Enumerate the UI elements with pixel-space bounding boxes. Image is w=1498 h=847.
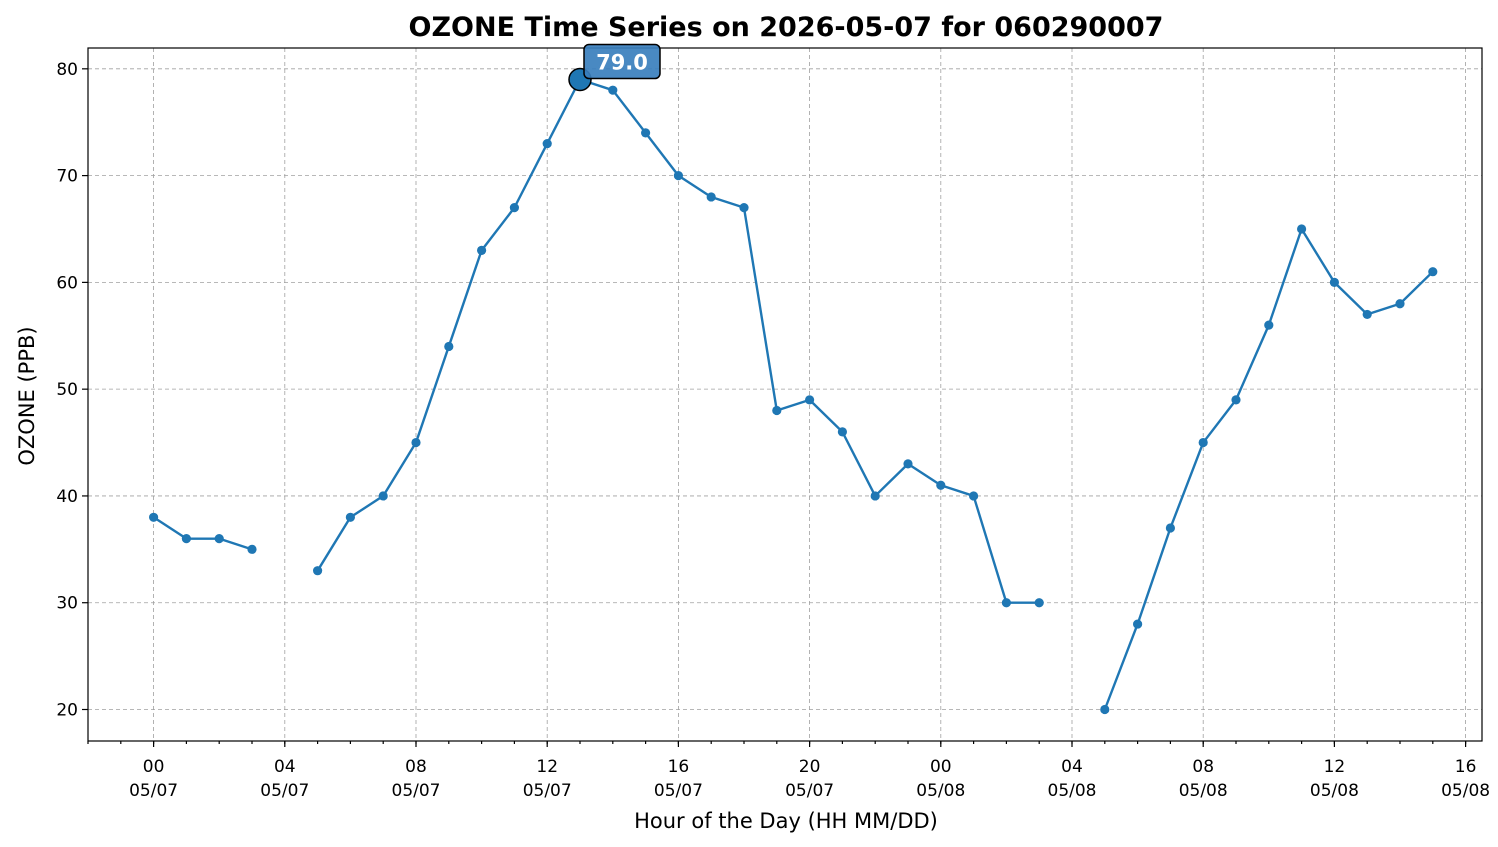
data-point bbox=[673, 171, 684, 181]
data-point bbox=[1264, 320, 1274, 330]
data-point bbox=[378, 491, 388, 501]
data-point bbox=[1297, 224, 1307, 234]
data-point bbox=[444, 341, 454, 352]
x-tick-label-date: 05/08 bbox=[1441, 781, 1490, 801]
x-tick-label-hour: 16 bbox=[1455, 757, 1477, 777]
x-tick-label-hour: 08 bbox=[405, 757, 427, 777]
y-tick-label: 40 bbox=[56, 487, 78, 507]
data-point bbox=[542, 138, 552, 149]
data-point bbox=[149, 512, 159, 522]
data-point bbox=[1428, 267, 1438, 277]
data-point bbox=[936, 480, 946, 490]
data-point bbox=[1362, 309, 1372, 320]
data-point bbox=[870, 491, 880, 501]
series-ozone bbox=[149, 74, 1438, 715]
data-point bbox=[1231, 395, 1241, 405]
data-point bbox=[969, 491, 979, 501]
data-point bbox=[1001, 598, 1012, 608]
y-tick-label: 30 bbox=[56, 594, 78, 614]
data-point bbox=[1133, 619, 1143, 629]
x-tick-label-hour: 04 bbox=[1061, 757, 1083, 777]
data-point bbox=[247, 544, 257, 554]
series-line-segment bbox=[152, 516, 253, 551]
x-tick-label-date: 05/07 bbox=[654, 781, 703, 801]
data-point bbox=[313, 566, 323, 576]
x-tick-label-date: 05/07 bbox=[260, 781, 309, 801]
x-tick-label-date: 05/08 bbox=[1048, 781, 1097, 801]
y-tick-label: 20 bbox=[56, 701, 78, 721]
data-point bbox=[706, 192, 716, 202]
x-tick-label-hour: 20 bbox=[799, 757, 821, 777]
y-tick-label: 50 bbox=[56, 380, 78, 400]
data-point bbox=[903, 459, 913, 469]
x-tick-label-date: 05/07 bbox=[523, 781, 572, 801]
data-point bbox=[477, 245, 487, 255]
y-axis-label: OZONE (PPB) bbox=[15, 326, 39, 465]
x-tick-label-hour: 00 bbox=[930, 757, 952, 777]
x-axis: 00 05/07 04 05/07 08 05/07 12 05/07 16 05/07 20 05/… bbox=[87, 741, 1490, 801]
y-tick-label: 60 bbox=[56, 273, 78, 293]
data-point bbox=[805, 395, 815, 405]
data-point bbox=[1395, 299, 1405, 309]
x-tick-label-hour: 12 bbox=[536, 757, 558, 777]
data-point bbox=[837, 427, 848, 437]
y-tick-label: 70 bbox=[56, 167, 78, 187]
x-tick-label-date: 05/07 bbox=[392, 781, 441, 801]
x-tick-label-date: 05/08 bbox=[916, 781, 965, 801]
data-point bbox=[641, 128, 651, 138]
data-point bbox=[1100, 704, 1110, 715]
x-tick-label-date: 05/07 bbox=[129, 781, 178, 801]
x-tick-label-hour: 16 bbox=[668, 757, 690, 777]
data-point bbox=[1165, 523, 1175, 533]
data-point bbox=[739, 203, 749, 213]
peak-annotation: 79.0 bbox=[568, 43, 661, 92]
y-tick-label: 80 bbox=[56, 60, 78, 80]
data-point bbox=[772, 405, 782, 416]
x-tick-label-date: 05/08 bbox=[1179, 781, 1228, 801]
data-point bbox=[411, 437, 421, 448]
peak-label: 79.0 bbox=[596, 51, 648, 75]
x-tick-label-hour: 00 bbox=[143, 757, 165, 777]
data-point bbox=[214, 534, 224, 544]
data-point bbox=[608, 85, 618, 95]
x-tick-label-date: 05/07 bbox=[785, 781, 834, 801]
data-point bbox=[1034, 598, 1044, 608]
data-point bbox=[345, 512, 355, 522]
data-point bbox=[509, 203, 519, 213]
data-point bbox=[1329, 277, 1339, 287]
y-axis: 20 30 40 50 60 70 80 bbox=[56, 60, 88, 721]
x-tick-label-hour: 12 bbox=[1324, 757, 1346, 777]
data-point bbox=[181, 534, 191, 544]
x-tick-label-date: 05/08 bbox=[1310, 781, 1359, 801]
x-axis-label: Hour of the Day (HH MM/DD) bbox=[634, 809, 938, 833]
x-tick-label-hour: 08 bbox=[1192, 757, 1214, 777]
plot-frame bbox=[87, 47, 1483, 742]
x-tick-label-hour: 04 bbox=[274, 757, 296, 777]
peak-label-box bbox=[583, 43, 661, 80]
chart-title: OZONE Time Series on 2026-05-07 for 0602… bbox=[409, 12, 1164, 43]
grid-lines bbox=[88, 48, 1482, 741]
data-point bbox=[1198, 437, 1208, 448]
series-line-segment bbox=[1103, 227, 1434, 710]
